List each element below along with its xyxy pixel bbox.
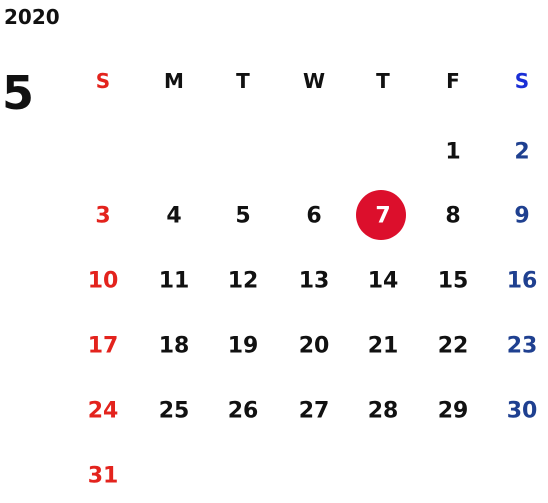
day-number: 7 (375, 204, 390, 229)
day-number: 1 (445, 140, 460, 165)
day-number: 13 (299, 269, 330, 294)
day-number: 8 (445, 204, 460, 229)
month: 5 (2, 66, 34, 120)
day-number: 2 (514, 140, 529, 165)
day-number: 26 (228, 399, 259, 424)
day-number: 27 (299, 399, 330, 424)
weekday-label: W (303, 69, 325, 93)
weekday-label: F (446, 69, 460, 93)
day-number: 22 (438, 334, 469, 359)
day-number: 29 (438, 399, 469, 424)
day-number: 6 (306, 204, 321, 229)
day-number: 17 (88, 334, 119, 359)
day-number: 10 (88, 269, 119, 294)
weekday-label: T (376, 69, 390, 93)
year: 2020 (4, 5, 60, 29)
day-number: 3 (95, 204, 110, 229)
day-number: 11 (159, 269, 190, 294)
day-number: 28 (368, 399, 399, 424)
day-number: 9 (514, 204, 529, 229)
day-number: 18 (159, 334, 190, 359)
day-number: 23 (507, 334, 538, 359)
day-number: 25 (159, 399, 190, 424)
day-number: 21 (368, 334, 399, 359)
day-number: 4 (166, 204, 181, 229)
day-number: 15 (438, 269, 469, 294)
day-number: 30 (507, 399, 538, 424)
weekday-label: M (164, 69, 184, 93)
day-number: 16 (507, 269, 538, 294)
day-number: 14 (368, 269, 399, 294)
weekday-label: S (515, 69, 529, 93)
day-number: 5 (235, 204, 250, 229)
highlight-circle (356, 190, 406, 240)
weekday-label: T (236, 69, 250, 93)
day-number: 12 (228, 269, 259, 294)
day-number: 24 (88, 399, 119, 424)
weekday-label: S (96, 69, 110, 93)
day-number: 19 (228, 334, 259, 359)
day-number: 31 (88, 464, 119, 489)
day-number: 20 (299, 334, 330, 359)
